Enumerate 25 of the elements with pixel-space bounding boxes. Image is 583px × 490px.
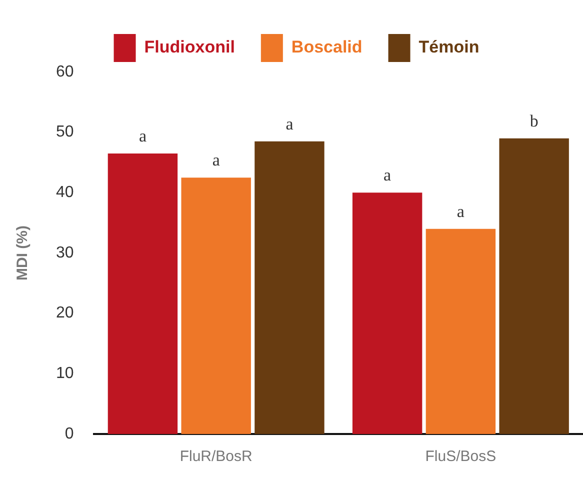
y-tick-label: 30 bbox=[56, 244, 74, 262]
bar bbox=[352, 192, 422, 434]
bar bbox=[181, 178, 251, 434]
y-tick-label: 50 bbox=[56, 124, 74, 141]
y-tick-label: 40 bbox=[56, 184, 74, 202]
data-label: a bbox=[456, 202, 465, 221]
data-label: a bbox=[286, 114, 294, 134]
bar bbox=[499, 138, 569, 434]
bar bbox=[426, 228, 496, 434]
x-tick-label: FluR/BosR bbox=[180, 448, 253, 466]
bar bbox=[254, 141, 324, 434]
x-tick-label: FluS/BosS bbox=[425, 448, 496, 466]
y-tick-label: 20 bbox=[56, 304, 74, 322]
data-label: a bbox=[138, 126, 147, 146]
data-label: a bbox=[384, 166, 392, 185]
y-tick-label: 0 bbox=[64, 425, 74, 442]
legend-label: Boscalid bbox=[291, 38, 362, 57]
data-label: a bbox=[212, 150, 220, 170]
y-tick-label: 60 bbox=[56, 63, 74, 80]
bar bbox=[108, 153, 178, 434]
y-axis-title: MDI (%) bbox=[14, 226, 32, 280]
data-label: b bbox=[530, 111, 538, 130]
legend-label: Témoin bbox=[418, 38, 480, 57]
legend-label: Fludioxonil bbox=[144, 38, 235, 57]
y-tick-label: 10 bbox=[56, 365, 74, 382]
